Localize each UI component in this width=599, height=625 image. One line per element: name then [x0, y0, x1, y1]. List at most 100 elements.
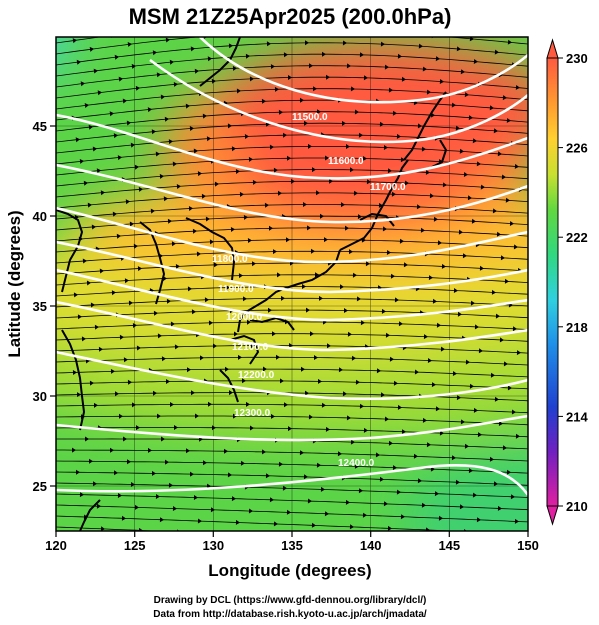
streamline-arrow: [362, 156, 367, 161]
streamline-arrow: [114, 470, 118, 476]
streamline-arrow: [358, 132, 363, 138]
streamline-arrow: [376, 368, 381, 374]
streamline-arrow: [164, 540, 168, 545]
streamline-arrow: [174, 344, 179, 350]
streamline-arrow: [235, 169, 240, 174]
streamline-arrow: [193, 495, 198, 500]
streamline-arrow: [324, 237, 328, 243]
streamline-arrow: [127, 379, 132, 385]
streamline-arrow: [417, 123, 422, 129]
streamline-arrow: [272, 331, 276, 337]
streamline-arrow: [264, 202, 269, 208]
colorbar-tick-label: 230: [566, 51, 588, 66]
streamline-arrow: [309, 63, 313, 69]
streamline-arrow: [242, 31, 246, 36]
streamline: [56, 309, 528, 319]
streamline-arrow: [115, 391, 119, 397]
streamline-arrow: [384, 64, 389, 70]
streamline-arrow: [148, 447, 152, 453]
streamline-arrow: [436, 322, 441, 328]
streamline-arrow: [354, 463, 359, 469]
streamline-arrow: [393, 380, 398, 386]
streamline-arrow: [190, 471, 194, 477]
x-axis-ticks: [55, 531, 529, 537]
streamline-arrow: [513, 244, 518, 250]
streamline-arrow: [230, 227, 235, 232]
streamline-arrow: [82, 258, 87, 264]
streamline-arrow: [423, 334, 428, 340]
streamline-arrow: [346, 144, 350, 149]
streamline-arrow: [91, 224, 96, 230]
streamline-arrow: [507, 385, 512, 391]
streamline-arrow: [73, 292, 78, 298]
streamline-arrow: [426, 89, 431, 95]
streamline-arrow: [506, 555, 510, 560]
streamline-arrow: [352, 272, 357, 278]
streamline-arrow: [375, 452, 380, 458]
contour-lines: [56, 37, 528, 496]
streamline-arrow: [425, 169, 430, 175]
streamline-arrow: [318, 29, 322, 34]
streamline-arrow: [100, 190, 105, 196]
streamline-arrow: [493, 567, 497, 572]
streamline-arrow: [476, 161, 481, 167]
colorbar-tick-label: 226: [566, 141, 588, 156]
streamline-arrow: [225, 285, 230, 291]
streamline-arrow: [227, 123, 232, 129]
streamline-arrow: [413, 453, 418, 459]
streamline-arrow: [100, 526, 105, 531]
contour-label: 12100.0: [232, 342, 269, 353]
streamline-arrow: [464, 443, 469, 449]
streamline-arrow: [117, 155, 122, 161]
streamline-arrow: [509, 221, 514, 226]
streamline-arrow: [159, 517, 164, 523]
streamline-arrow: [87, 202, 92, 208]
streamline-arrow: [138, 186, 143, 192]
streamline: [56, 333, 528, 342]
streamline-arrow: [202, 113, 207, 119]
streamline-arrow: [77, 392, 81, 398]
plot-area: 11500.0 11600.0 11700.0 11800.0 11900.0 …: [56, 29, 528, 572]
streamline-arrow: [493, 128, 498, 134]
streamline: [56, 427, 528, 438]
streamline-arrow: [456, 395, 461, 401]
streamline-arrow: [171, 241, 176, 247]
streamline-arrow: [168, 139, 173, 145]
streamline-arrow: [329, 536, 333, 541]
colorbar-top-arrow: [546, 38, 559, 59]
streamline-arrow: [243, 296, 247, 302]
streamline-arrow: [312, 167, 316, 173]
streamline-arrow: [191, 390, 195, 396]
contour-label: 12300.0: [234, 408, 271, 419]
colorbar-tick-label: 222: [566, 230, 588, 245]
streamline: [56, 380, 528, 390]
contour-label: 11500.0: [292, 112, 328, 123]
streamline-arrow: [194, 68, 199, 74]
streamline-arrow: [382, 226, 387, 232]
footer-drawing-credit: Drawing by DCL (https://www.gfd-dennou.o…: [154, 595, 427, 606]
streamline-arrow: [462, 253, 467, 259]
streamline-arrow: [498, 421, 503, 426]
streamline-arrow: [207, 56, 212, 62]
streamline-arrow: [197, 518, 202, 524]
streamline-arrow: [327, 343, 331, 349]
streamline-arrow: [438, 515, 443, 521]
streamline-arrow: [426, 442, 431, 448]
streamline-arrow: [307, 225, 311, 231]
streamline-arrow: [502, 95, 507, 101]
streamline-arrow: [329, 178, 333, 184]
streamline-arrow: [473, 59, 478, 64]
streamline-arrow: [174, 425, 178, 430]
streamline-arrow: [515, 433, 520, 439]
contour-labels: 11500.0 11600.0 11700.0 11800.0 11900.0 …: [212, 112, 406, 469]
streamline: [56, 471, 528, 486]
streamline-arrow: [248, 156, 253, 162]
streamline-arrow: [506, 118, 511, 123]
streamline-arrow: [400, 514, 405, 520]
streamline-arrow: [380, 392, 385, 398]
streamline: [56, 42, 528, 66]
streamline-arrow: [165, 37, 170, 43]
streamline-arrow: [398, 321, 403, 327]
streamline-arrow: [386, 250, 391, 255]
